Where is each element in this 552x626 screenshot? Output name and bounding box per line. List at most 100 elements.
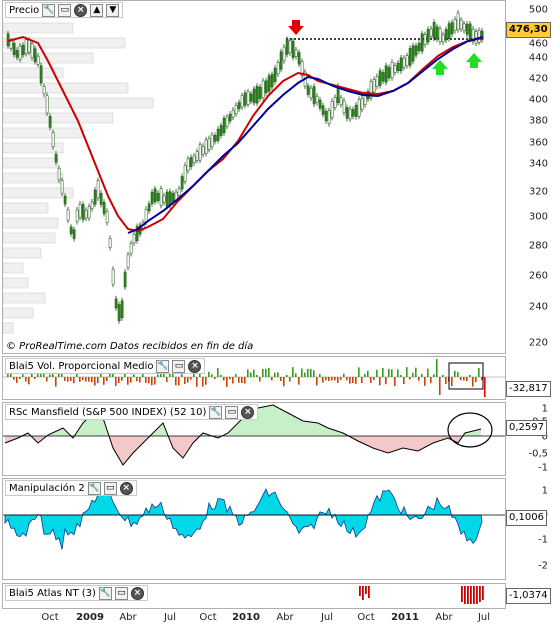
volume-bar <box>82 377 84 381</box>
y-tick: 260 <box>528 270 548 282</box>
x-label: Abr <box>276 612 294 623</box>
candle-body <box>465 23 469 35</box>
volume-bar <box>295 373 297 377</box>
volume-bar <box>328 377 330 382</box>
manip-panel[interactable]: Manipulación 2 🔧 ▭ × <box>2 478 506 580</box>
candle-body <box>96 180 100 199</box>
volume-bar <box>142 372 144 377</box>
close-icon[interactable]: × <box>130 586 144 600</box>
wrench-icon[interactable]: 🔧 <box>87 481 101 495</box>
volume-bar <box>310 369 312 377</box>
candle-body <box>321 105 325 115</box>
volume-bar <box>409 377 411 380</box>
volume-bar <box>151 377 153 386</box>
candle-body <box>120 300 124 319</box>
volume-bar <box>97 377 99 384</box>
y-tick: 300 <box>528 211 548 223</box>
volume-bar <box>322 377 324 383</box>
candle-body <box>123 271 127 288</box>
manip-area <box>4 487 483 550</box>
candle-body <box>27 40 31 53</box>
volume-bar <box>25 377 27 382</box>
candle-body <box>294 49 298 57</box>
panel-title: Precio <box>9 4 40 16</box>
volume-bar <box>184 377 186 385</box>
close-icon[interactable]: × <box>188 359 202 373</box>
volume-bar <box>391 369 393 377</box>
window-icon[interactable]: ▭ <box>114 586 128 600</box>
candle-body <box>39 65 43 84</box>
volume-bar <box>67 377 69 382</box>
price-candles <box>6 10 484 324</box>
x-label: Oct <box>41 612 59 623</box>
wrench-icon[interactable]: 🔧 <box>98 586 112 600</box>
candle-body <box>15 50 19 58</box>
atlas-bar <box>473 586 475 604</box>
candle-body <box>219 125 223 136</box>
y-tick: 440 <box>528 52 548 64</box>
candle-body <box>345 107 349 119</box>
volume-bar <box>319 374 321 377</box>
atlas-panel[interactable]: Blai5 Atlas NT (3) 🔧 ▭ × <box>2 583 506 609</box>
candle-body <box>261 80 265 98</box>
candle-body <box>117 304 121 322</box>
candle-body <box>414 45 418 56</box>
volume-bar <box>289 377 291 382</box>
x-label: Jul <box>163 612 177 623</box>
volume-bar <box>19 377 21 380</box>
window-icon[interactable]: ▭ <box>172 359 186 373</box>
volume-bar <box>226 377 228 387</box>
price-panel[interactable]: © ProRealTime.com Datos recibidos en fin… <box>2 0 506 354</box>
volume-panel[interactable]: Blai5 Vol. Proporcional Medio 🔧 ▭ × <box>2 356 506 400</box>
volume-bar <box>397 369 399 377</box>
candle-body <box>318 99 322 109</box>
window-icon[interactable]: ▭ <box>103 481 117 495</box>
close-icon[interactable]: × <box>74 3 88 17</box>
volume-bar <box>112 371 114 377</box>
volume-bar <box>244 377 246 384</box>
volume-bar <box>298 377 300 385</box>
volume-bar <box>373 377 375 380</box>
volume-bar <box>121 377 123 381</box>
candle-body <box>57 168 61 181</box>
x-label: 2011 <box>391 612 419 623</box>
volume-bar <box>220 374 222 377</box>
volume-bar <box>94 377 96 386</box>
close-icon[interactable]: × <box>119 481 133 495</box>
volume-bar <box>247 369 249 377</box>
candle-body <box>315 95 319 103</box>
volume-bar <box>118 377 120 383</box>
volume-bar <box>193 373 195 377</box>
close-icon[interactable]: × <box>241 405 255 419</box>
candle-body <box>327 110 331 125</box>
volume-bar <box>439 377 441 395</box>
candle-body <box>357 99 361 117</box>
volume-bar <box>316 377 318 386</box>
rsc-panel[interactable]: RSc Mansfield (S&P 500 INDEX) (52 10) 🔧 … <box>2 402 506 476</box>
wrench-icon[interactable]: 🔧 <box>42 3 56 17</box>
candle-body <box>234 105 238 114</box>
candle-body <box>51 132 55 147</box>
volume-bar <box>406 367 408 377</box>
atlas-bar <box>359 586 361 596</box>
rsc-panel-header: RSc Mansfield (S&P 500 INDEX) (52 10) 🔧 … <box>5 404 259 420</box>
down-icon[interactable]: ▼ <box>106 3 120 17</box>
volume-bar <box>130 377 132 383</box>
volume-bar <box>307 368 309 377</box>
wrench-icon[interactable]: 🔧 <box>156 359 170 373</box>
volume-bar <box>472 377 474 387</box>
volume-bar <box>232 377 234 384</box>
candle-body <box>75 209 79 222</box>
volume-chart <box>3 359 505 397</box>
window-icon[interactable]: ▭ <box>58 3 72 17</box>
rsc-chart <box>3 404 505 466</box>
up-icon[interactable]: ▲ <box>90 3 104 17</box>
red-arrow-down-icon <box>288 20 304 35</box>
y-tick: 500 <box>528 4 548 16</box>
volume-bar <box>466 377 468 382</box>
window-icon[interactable]: ▭ <box>225 405 239 419</box>
volume-bar <box>442 374 444 377</box>
volume-bar <box>199 373 201 377</box>
wrench-icon[interactable]: 🔧 <box>209 405 223 419</box>
candle-body <box>201 145 205 155</box>
